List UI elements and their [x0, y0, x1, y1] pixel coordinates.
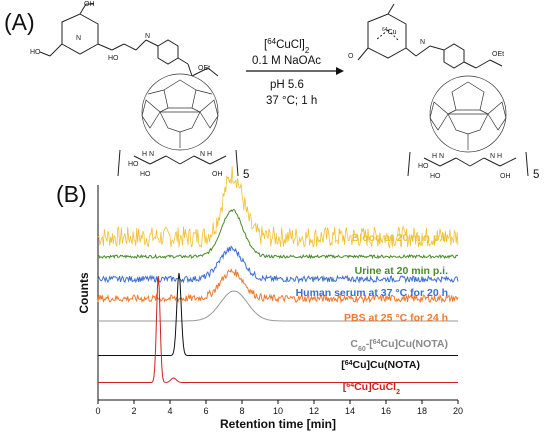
series-line-0	[97, 166, 459, 250]
series-label-pbs: PBS at 25 °C for 24 h	[344, 312, 448, 324]
product-structure: 64Cu O N OEt	[348, 3, 504, 69]
svg-text:HO: HO	[140, 171, 151, 178]
condition-temperature-time: 37 °C; 1 h	[266, 95, 317, 107]
x-tick-label: 2	[131, 406, 136, 416]
x-tick-label: 10	[273, 406, 283, 416]
svg-text:HO: HO	[30, 49, 41, 56]
x-tick-label: 4	[167, 406, 172, 416]
svg-text:N H: N H	[200, 151, 212, 158]
svg-text:HO: HO	[418, 163, 429, 170]
radio-hplc-chart: 0 2 4 6 8 10 12 14 16 18 20 Counts Retention time …	[77, 166, 463, 431]
y-axis-title: Counts	[77, 272, 91, 314]
series-label-urine: Urine at 20 min p.i.	[355, 265, 448, 277]
x-tick-label: 14	[345, 406, 355, 416]
condition-buffer: 0.1 M NaOAc	[252, 55, 321, 67]
condition-ph: pH 5.6	[270, 79, 304, 91]
series-label-cucl2: [64Cu]CuCl2	[343, 381, 400, 396]
svg-text:HO: HO	[128, 161, 139, 168]
svg-text:H N: H N	[432, 153, 444, 160]
svg-text:H N: H N	[142, 151, 154, 158]
svg-text:[64CuCl]2: [64CuCl]2	[264, 37, 310, 55]
repeat-count-right: 5	[533, 169, 539, 181]
panel-a-label: (A)	[4, 9, 35, 35]
x-tick-label: 18	[417, 406, 427, 416]
svg-text:OH: OH	[500, 173, 511, 180]
series-line-3	[97, 268, 459, 304]
fullerene-left	[141, 73, 219, 151]
series-line-5	[98, 272, 458, 356]
series-line-1	[97, 209, 459, 260]
svg-text:N: N	[76, 35, 81, 42]
series-line-6	[98, 275, 458, 383]
repeat-count-left: 5	[243, 169, 249, 181]
reactant-structure: OH N HO HO N OEt	[30, 1, 219, 77]
svg-text:N: N	[420, 39, 425, 46]
x-tick-label: 16	[381, 406, 391, 416]
series-label-serum: Human serum at 37 °C for 20 h	[296, 287, 448, 299]
series-label-blood: Blood at 20 min p.i.	[352, 232, 448, 244]
svg-text:OEt: OEt	[492, 51, 504, 58]
svg-text:OH: OH	[84, 1, 95, 8]
panel-b-label: (B)	[56, 181, 87, 207]
svg-text:OEt: OEt	[198, 65, 210, 72]
x-axis-title: Retention time [min]	[220, 417, 336, 431]
svg-text:64Cu: 64Cu	[382, 27, 397, 36]
fullerene-right	[429, 75, 507, 153]
svg-text:HO: HO	[108, 55, 119, 62]
series-label-cu-nota: [64Cu]Cu(NOTA)	[341, 359, 420, 371]
svg-text:O: O	[348, 53, 354, 60]
malonate-left: H N N H HO HO OH	[117, 149, 239, 178]
x-tick-label: 6	[203, 406, 208, 416]
x-tick-label: 0	[95, 406, 100, 416]
x-tick-label: 20	[453, 406, 463, 416]
svg-text:N: N	[145, 33, 150, 40]
series-line-4	[98, 290, 458, 322]
series-label-c60-nota: C60-[64Cu]Cu(NOTA)	[350, 338, 448, 353]
x-tick-label: 12	[309, 406, 319, 416]
svg-text:OH: OH	[212, 171, 223, 178]
svg-text:N H: N H	[490, 153, 502, 160]
reaction-conditions: [64CuCl]2 0.1 M NaOAc pH 5.6 37 °C; 1 h	[246, 37, 344, 107]
x-tick-label: 8	[239, 406, 244, 416]
svg-text:HO: HO	[430, 173, 441, 180]
malonate-right: H N N H HO HO OH	[407, 151, 529, 180]
